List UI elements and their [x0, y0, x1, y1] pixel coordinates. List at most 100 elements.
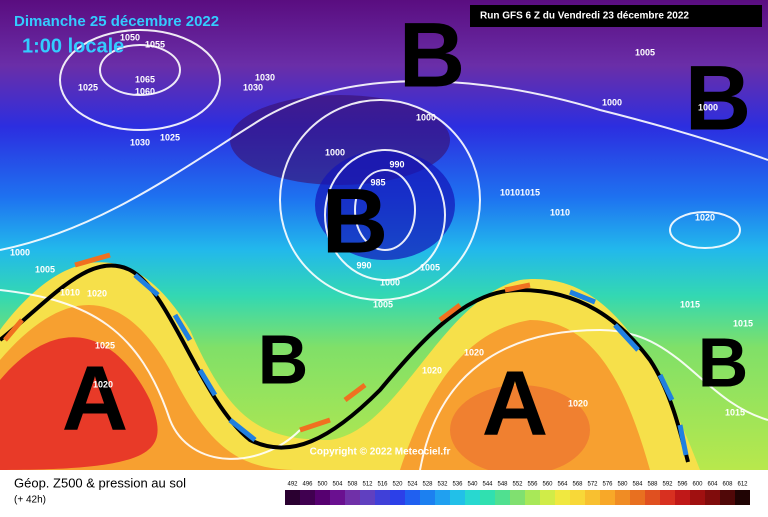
scale-swatch — [735, 490, 750, 505]
time: 1:00 locale — [22, 35, 124, 57]
isobar-lines — [0, 29, 768, 471]
isobar-label: 1000 — [325, 147, 345, 157]
scale-swatch — [285, 490, 300, 505]
isobar-label: 1015 — [520, 187, 540, 197]
isobar-label: 1065 — [135, 74, 155, 84]
scale-swatch — [645, 490, 660, 505]
scale-swatch — [360, 490, 375, 505]
isobar-label: 1030 — [255, 72, 275, 82]
low-pressure: B — [258, 320, 309, 398]
scale-swatch — [345, 490, 360, 505]
scale-swatch — [450, 490, 465, 505]
scale-label: 608 — [722, 482, 733, 488]
scale-swatch — [330, 490, 345, 505]
isobar-label: 1000 — [380, 277, 400, 287]
isobar-label: 1020 — [464, 347, 484, 357]
footer-lead: (+ 42h) — [14, 495, 46, 506]
scale-label: 576 — [602, 482, 613, 488]
scale-label: 492 — [287, 482, 298, 488]
warm-core — [0, 337, 158, 470]
copyright: Copyright © 2022 Meteociel.fr — [310, 447, 451, 458]
scale-label: 540 — [467, 482, 478, 488]
isobar-label: 1025 — [95, 340, 115, 350]
scale-swatch — [630, 490, 645, 505]
isobar-label: 1015 — [733, 318, 753, 328]
scale-label: 516 — [377, 482, 388, 488]
isobar-label: 1000 — [10, 247, 30, 257]
scale-label: 532 — [437, 482, 448, 488]
isobar-label: 1015 — [725, 407, 745, 417]
high-pressure: A — [482, 352, 548, 454]
scale-label: 572 — [587, 482, 598, 488]
scale-label: 504 — [332, 482, 343, 488]
scale-swatch — [435, 490, 450, 505]
scale-label: 596 — [677, 482, 688, 488]
isobar-label: 1030 — [243, 82, 263, 92]
scale-label: 584 — [632, 482, 643, 488]
low-pressure: B — [685, 47, 751, 149]
scale-swatch — [465, 490, 480, 505]
low-pressure: B — [322, 170, 388, 272]
footer-title: Géop. Z500 & pression au sol — [14, 475, 186, 490]
scale-swatch — [375, 490, 390, 505]
scale-label: 604 — [707, 482, 718, 488]
isobar-label: 1020 — [695, 212, 715, 222]
low-pressure: B — [399, 4, 465, 106]
isobar-label: 1005 — [420, 262, 440, 272]
wind-arrows — [3, 252, 689, 456]
scale-label: 580 — [617, 482, 628, 488]
scale-label: 588 — [647, 482, 658, 488]
isobar-label: 1000 — [698, 102, 718, 112]
isobar-label: 1005 — [373, 299, 393, 309]
isobar-label: 1060 — [135, 86, 155, 96]
scale-label: 544 — [482, 482, 493, 488]
scale-label: 592 — [662, 482, 673, 488]
scale-swatch — [510, 490, 525, 505]
color-scale: 492 496 500 504 508 512 516 520 524 528 532 536 540 5… — [285, 482, 750, 505]
scale-label: 552 — [512, 482, 523, 488]
isobar-label: 1010 — [550, 207, 570, 217]
isobar-label: 1025 — [160, 132, 180, 142]
scale-label: 560 — [542, 482, 553, 488]
isobar-label: 985 — [370, 177, 385, 187]
isobar-label: 1020 — [568, 398, 588, 408]
scale-label: 500 — [317, 482, 328, 488]
isobar-label: 1000 — [416, 112, 436, 122]
scale-label: 536 — [452, 482, 463, 488]
scale-label: 496 — [302, 482, 313, 488]
scale-swatch — [675, 490, 690, 505]
isobar-label: 1020 — [93, 379, 113, 389]
isobar-label: 1030 — [130, 137, 150, 147]
scale-swatch — [405, 490, 420, 505]
scale-swatch — [300, 490, 315, 505]
run-box — [470, 5, 762, 27]
warm-core — [450, 385, 590, 475]
high-pressure: A — [62, 347, 128, 449]
scale-label: 528 — [422, 482, 433, 488]
scale-label: 508 — [347, 482, 358, 488]
low-pressure: B — [698, 323, 749, 401]
isobar-label: 990 — [356, 260, 371, 270]
scale-label: 556 — [527, 482, 538, 488]
low-core — [315, 150, 455, 260]
scale-swatch — [420, 490, 435, 505]
scale-swatch — [525, 490, 540, 505]
run-info: Run GFS 6 Z du Vendredi 23 décembre 2022 — [480, 11, 689, 22]
isobar-label: 1010 — [500, 187, 520, 197]
scale-swatch — [495, 490, 510, 505]
scale-swatch — [705, 490, 720, 505]
scale-swatch — [390, 490, 405, 505]
scale-label: 564 — [557, 482, 568, 488]
scale-label: 520 — [392, 482, 403, 488]
date: Dimanche 25 décembre 2022 — [14, 13, 219, 30]
isobar-label: 1020 — [87, 288, 107, 298]
scale-swatch — [540, 490, 555, 505]
isobar-label: 1005 — [35, 264, 55, 274]
scale-swatch — [615, 490, 630, 505]
scale-label: 568 — [572, 482, 583, 488]
isobar-label: 1005 — [635, 47, 655, 57]
isobar-label: 1050 — [120, 32, 140, 42]
scale-swatch — [690, 490, 705, 505]
